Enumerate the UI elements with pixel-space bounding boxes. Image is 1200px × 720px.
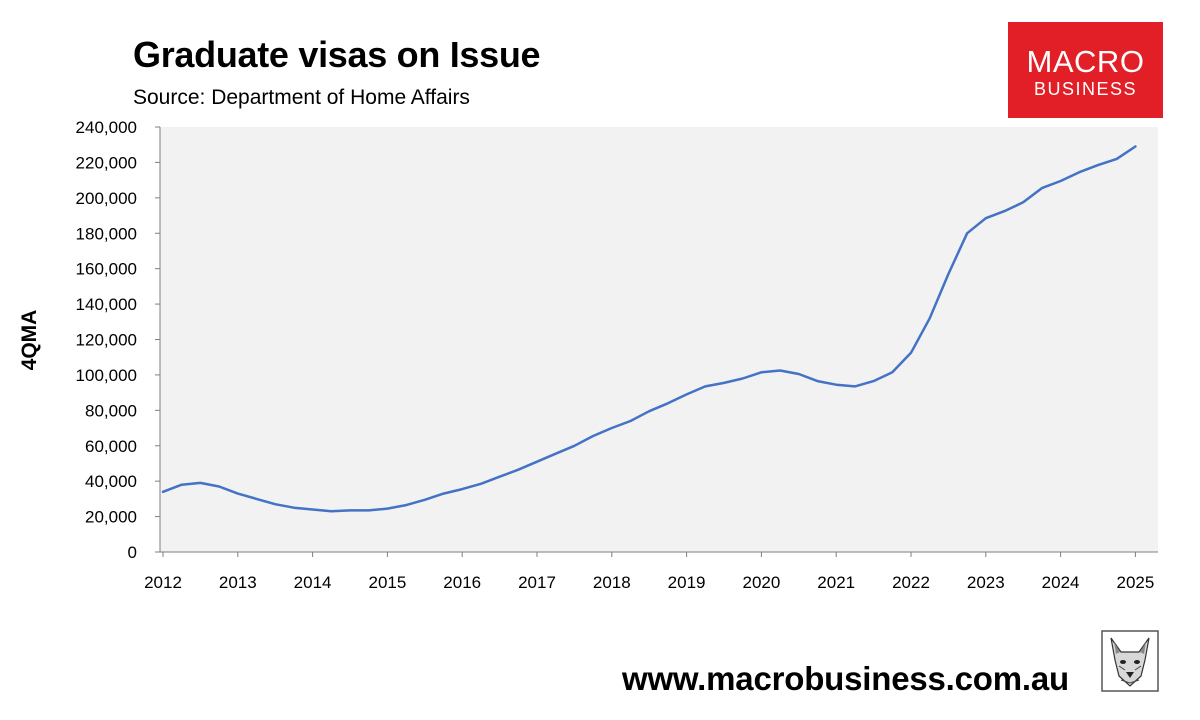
logo-line-2: BUSINESS (1033, 79, 1138, 99)
y-tick-label: 20,000 (85, 508, 137, 527)
y-tick-label: 140,000 (76, 295, 137, 314)
x-tick-label: 2024 (1042, 573, 1080, 592)
y-tick-label: 200,000 (76, 189, 137, 208)
x-tick-label: 2017 (518, 573, 556, 592)
x-tick-label: 2025 (1116, 573, 1154, 592)
x-tick-label: 2018 (593, 573, 631, 592)
logo-line-1: MACRO (1026, 44, 1145, 79)
website-url: www.macrobusiness.com.au (622, 660, 1069, 697)
y-tick-label: 0 (128, 543, 137, 562)
y-tick-label: 120,000 (76, 331, 137, 350)
x-tick-label: 2014 (294, 573, 332, 592)
y-tick-label: 220,000 (76, 153, 137, 172)
x-tick-label: 2022 (892, 573, 930, 592)
y-tick-label: 100,000 (76, 366, 137, 385)
plot-area (160, 127, 1158, 552)
macro-business-logo: MACRO BUSINESS (1008, 22, 1163, 118)
x-tick-label: 2020 (742, 573, 780, 592)
y-tick-label: 240,000 (76, 118, 137, 137)
series-line-0 (161, 145, 1137, 513)
y-tick-label: 60,000 (85, 437, 137, 456)
x-tick-label: 2021 (817, 573, 855, 592)
chart-source: Source: Department of Home Affairs (133, 86, 470, 109)
y-tick-label: 160,000 (76, 260, 137, 279)
wolf-mascot-icon (1101, 630, 1159, 692)
x-tick-label: 2023 (967, 573, 1005, 592)
y-tick-label: 180,000 (76, 224, 137, 243)
y-tick-label: 80,000 (85, 401, 137, 420)
x-tick-label: 2015 (368, 573, 406, 592)
x-tick-label: 2013 (219, 573, 257, 592)
chart-title: Graduate visas on Issue (133, 34, 541, 75)
y-tick-label: 40,000 (85, 472, 137, 491)
x-tick-label: 2012 (144, 573, 182, 592)
x-tick-label: 2016 (443, 573, 481, 592)
x-tick-label: 2019 (668, 573, 706, 592)
